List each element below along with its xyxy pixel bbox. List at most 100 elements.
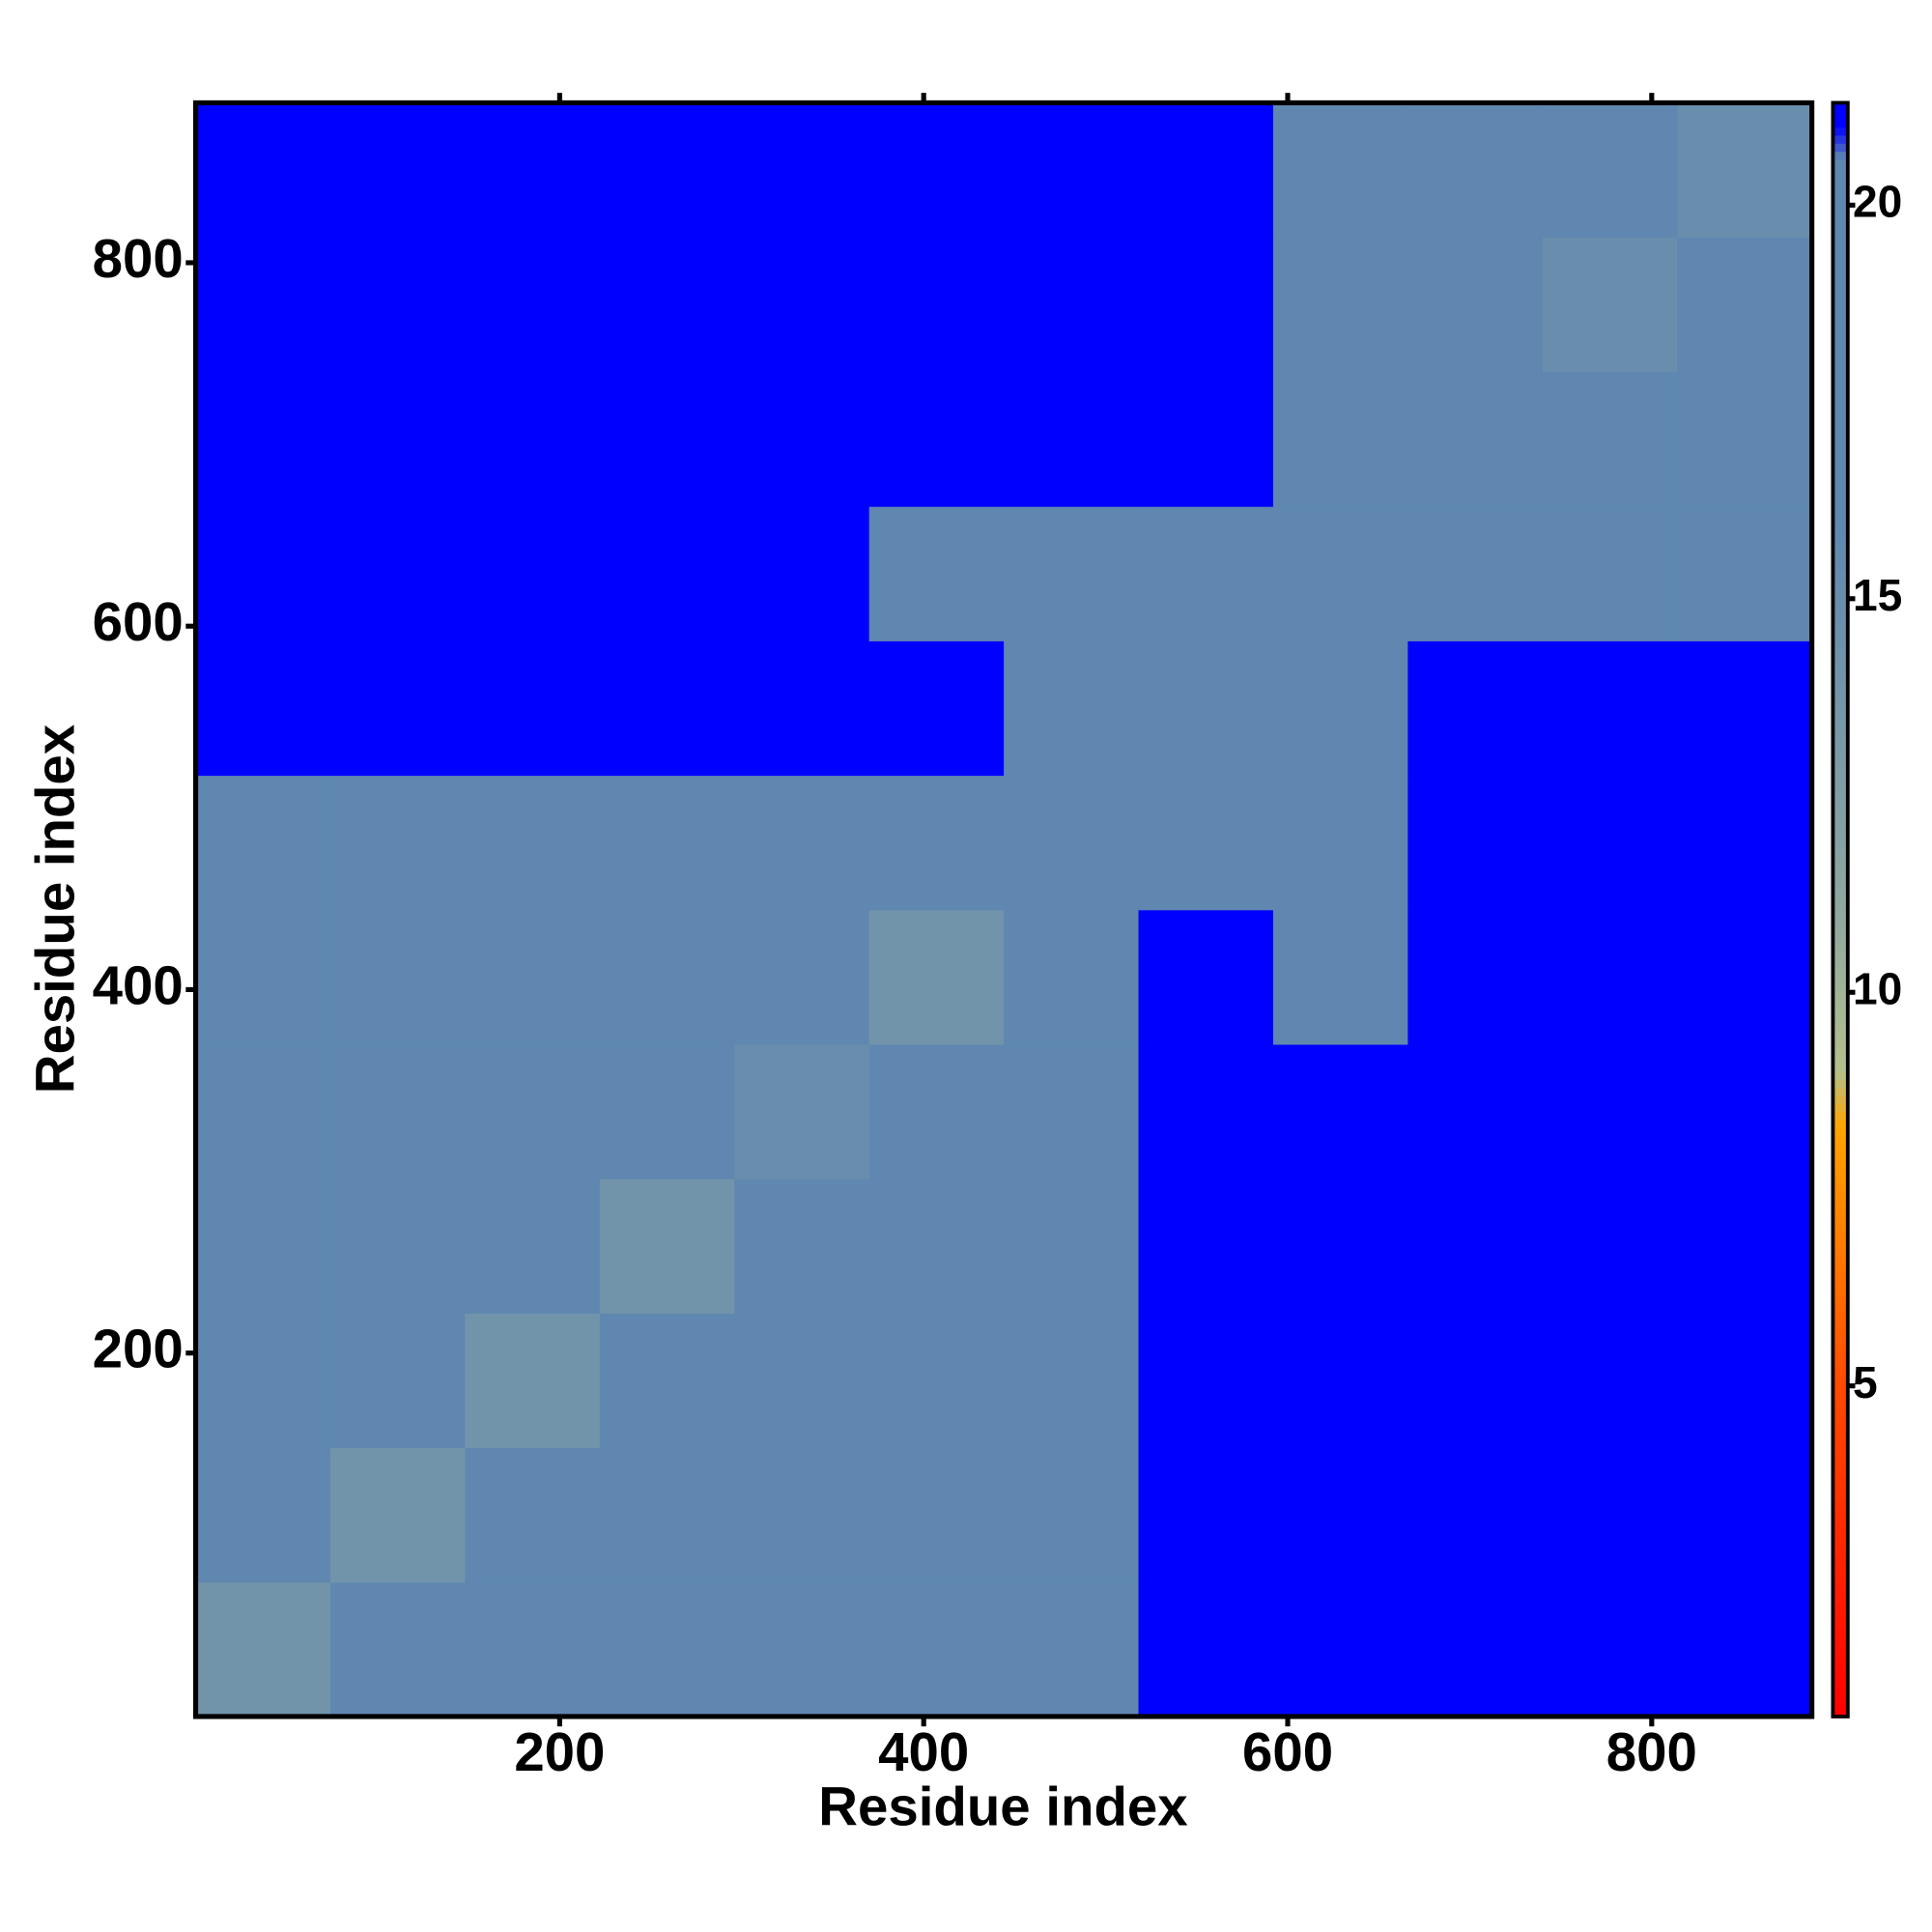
heatmap-cell: [868, 102, 1005, 239]
colorbar-segment: [1833, 740, 1848, 750]
heatmap-cell: [599, 640, 735, 777]
colorbar-segment: [1833, 466, 1848, 475]
colorbar-segment: [1833, 530, 1848, 540]
colorbar-segment: [1833, 102, 1848, 112]
colorbar-segment: [1833, 1708, 1848, 1718]
heatmap-cell: [329, 909, 467, 1045]
heatmap-cell: [1542, 1043, 1678, 1179]
colorbar-segment: [1833, 1522, 1848, 1532]
heatmap-cell: [868, 237, 1005, 373]
heatmap-cell: [1407, 371, 1544, 507]
heatmap-cell: [465, 1313, 601, 1449]
heatmap-cell: [1407, 1043, 1544, 1179]
colorbar-segment: [1833, 151, 1848, 160]
heatmap-cell: [599, 1179, 735, 1314]
heatmap-cell: [734, 1447, 870, 1583]
colorbar-segment: [1833, 247, 1848, 257]
heatmap-cell: [1677, 1043, 1813, 1179]
colorbar-segment: [1833, 942, 1848, 952]
colorbar-segment: [1833, 1063, 1848, 1072]
heatmap-cell: [195, 1179, 331, 1314]
colorbar-segment: [1833, 473, 1848, 483]
colorbar-segment: [1833, 110, 1848, 120]
colorbar-segment: [1833, 1554, 1848, 1564]
heatmap-cell: [465, 1043, 601, 1179]
colorbar-segment: [1833, 1643, 1848, 1653]
heatmap-cell: [329, 640, 467, 777]
colorbar-segment: [1833, 651, 1848, 661]
colorbar-segment: [1833, 134, 1848, 144]
y-tick-label: 400: [93, 954, 184, 1015]
colorbar-segment: [1833, 1192, 1848, 1201]
colorbar-segment: [1833, 1530, 1848, 1540]
colorbar-segment: [1833, 490, 1848, 499]
colorbar-segment: [1833, 1094, 1848, 1104]
colorbar-segment: [1833, 1539, 1848, 1548]
colorbar-segment: [1833, 1393, 1848, 1403]
colorbar-segment: [1833, 1434, 1848, 1443]
colorbar-segment: [1833, 143, 1848, 153]
colorbar-segment: [1833, 481, 1848, 491]
colorbar-segment: [1833, 1087, 1848, 1096]
heatmap-cell: [599, 102, 735, 239]
colorbar-segment: [1833, 1224, 1848, 1234]
heatmap-cell: [1004, 371, 1140, 507]
heatmap-cell: [465, 102, 601, 239]
colorbar-segment: [1833, 635, 1848, 644]
heatmap-cell: [1677, 640, 1813, 777]
heatmap-cell: [599, 775, 735, 911]
heatmap-cell: [599, 506, 735, 641]
colorbar-tick-label: 5: [1853, 1357, 1878, 1407]
heatmap-cell: [465, 1447, 601, 1583]
heatmap-cell: [1272, 909, 1409, 1045]
heatmap-cell: [195, 237, 331, 373]
colorbar-segment: [1833, 312, 1848, 322]
heatmap-cell: [195, 102, 331, 239]
x-tick-label: 200: [514, 1721, 605, 1782]
colorbar-segment: [1833, 1248, 1848, 1258]
colorbar-segment: [1833, 1474, 1848, 1484]
colorbar-segment: [1833, 449, 1848, 459]
heatmap-cell: [1272, 1179, 1409, 1314]
heatmap-cell: [734, 1581, 870, 1718]
colorbar-segment: [1833, 957, 1848, 967]
colorbar-segment: [1833, 1208, 1848, 1217]
colorbar-segment: [1833, 457, 1848, 467]
colorbar-segment: [1833, 554, 1848, 564]
colorbar-segment: [1833, 1289, 1848, 1298]
heatmap-cell: [868, 909, 1005, 1045]
colorbar-segment: [1833, 1515, 1848, 1524]
colorbar-segment: [1833, 506, 1848, 516]
colorbar-segment: [1833, 1660, 1848, 1669]
colorbar-segment: [1833, 1587, 1848, 1597]
heatmap-cell: [1004, 1581, 1140, 1718]
colorbar-segment: [1833, 199, 1848, 209]
colorbar-segment: [1833, 546, 1848, 555]
heatmap-cell: [465, 1179, 601, 1314]
colorbar-segment: [1833, 264, 1848, 273]
colorbar-segment: [1833, 127, 1848, 136]
heatmap-cell: [734, 1179, 870, 1314]
heatmap-cell: [329, 371, 467, 507]
heatmap-cell: [329, 1313, 467, 1449]
colorbar-segment: [1833, 377, 1848, 386]
colorbar-segment: [1833, 990, 1848, 1000]
heatmap-cell: [329, 1043, 467, 1179]
y-tick-label: 600: [93, 591, 184, 652]
colorbar-segment: [1833, 781, 1848, 790]
heatmap-cell: [868, 1447, 1005, 1583]
colorbar-segment: [1833, 950, 1848, 959]
heatmap-cell: [195, 1043, 331, 1179]
colorbar-segment: [1833, 1491, 1848, 1500]
x-tick-label: 600: [1242, 1721, 1333, 1782]
colorbar-segment: [1833, 1014, 1848, 1024]
heatmap-cell: [195, 775, 331, 911]
colorbar-segment: [1833, 320, 1848, 329]
heatmap-cell: [1677, 909, 1813, 1045]
heatmap-cell: [1407, 102, 1544, 239]
colorbar-segment: [1833, 497, 1848, 507]
heatmap-cell: [329, 237, 467, 373]
heatmap-cell: [1138, 237, 1274, 373]
heatmap-cell: [1542, 1581, 1678, 1718]
heatmap-cell: [1407, 1313, 1544, 1449]
